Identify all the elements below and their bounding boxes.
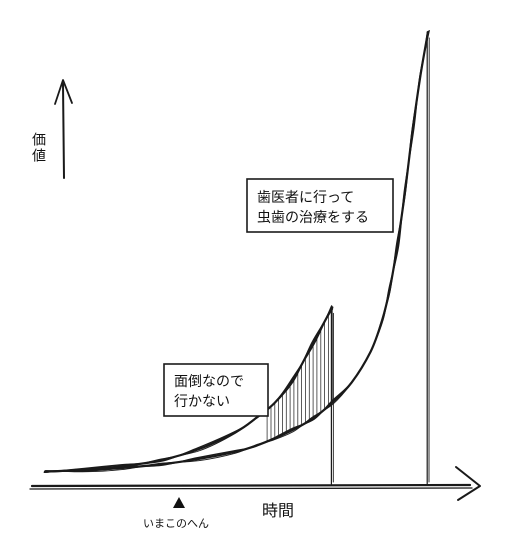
series-2-stroke-3 <box>45 308 334 472</box>
x-axis-line <box>30 483 472 488</box>
y-axis-label: 価値 <box>30 132 46 164</box>
series-2-stroke-2 <box>43 305 333 474</box>
now-marker-label: いまこのへん <box>143 517 209 530</box>
annotation-treat-line-2: 虫歯の治療をする <box>257 209 369 226</box>
annotation-skip-line-2: 行かない <box>174 394 230 410</box>
y-axis <box>54 79 73 179</box>
x-axis <box>29 466 481 501</box>
annotation-skip-line-1: 面倒なので <box>174 374 244 390</box>
annotation-treat-line-1: 歯医者に行って <box>257 190 354 206</box>
axis-layer <box>29 79 481 501</box>
divergence-hatching <box>266 307 333 442</box>
curve-layer <box>43 29 430 485</box>
annotation-box-treat <box>246 178 394 233</box>
series-2-line <box>43 305 334 485</box>
y-axis-line <box>62 83 65 179</box>
series-1-line <box>43 29 430 485</box>
now-marker-triangle <box>173 497 185 508</box>
y-axis-arrowhead <box>54 79 73 105</box>
x-axis-arrowhead <box>455 466 481 501</box>
annotation-box-skip <box>163 363 269 417</box>
x-axis-label: 時間 <box>262 501 294 520</box>
series-1-stroke-3 <box>45 33 428 473</box>
x-axis-line-2 <box>29 487 473 490</box>
